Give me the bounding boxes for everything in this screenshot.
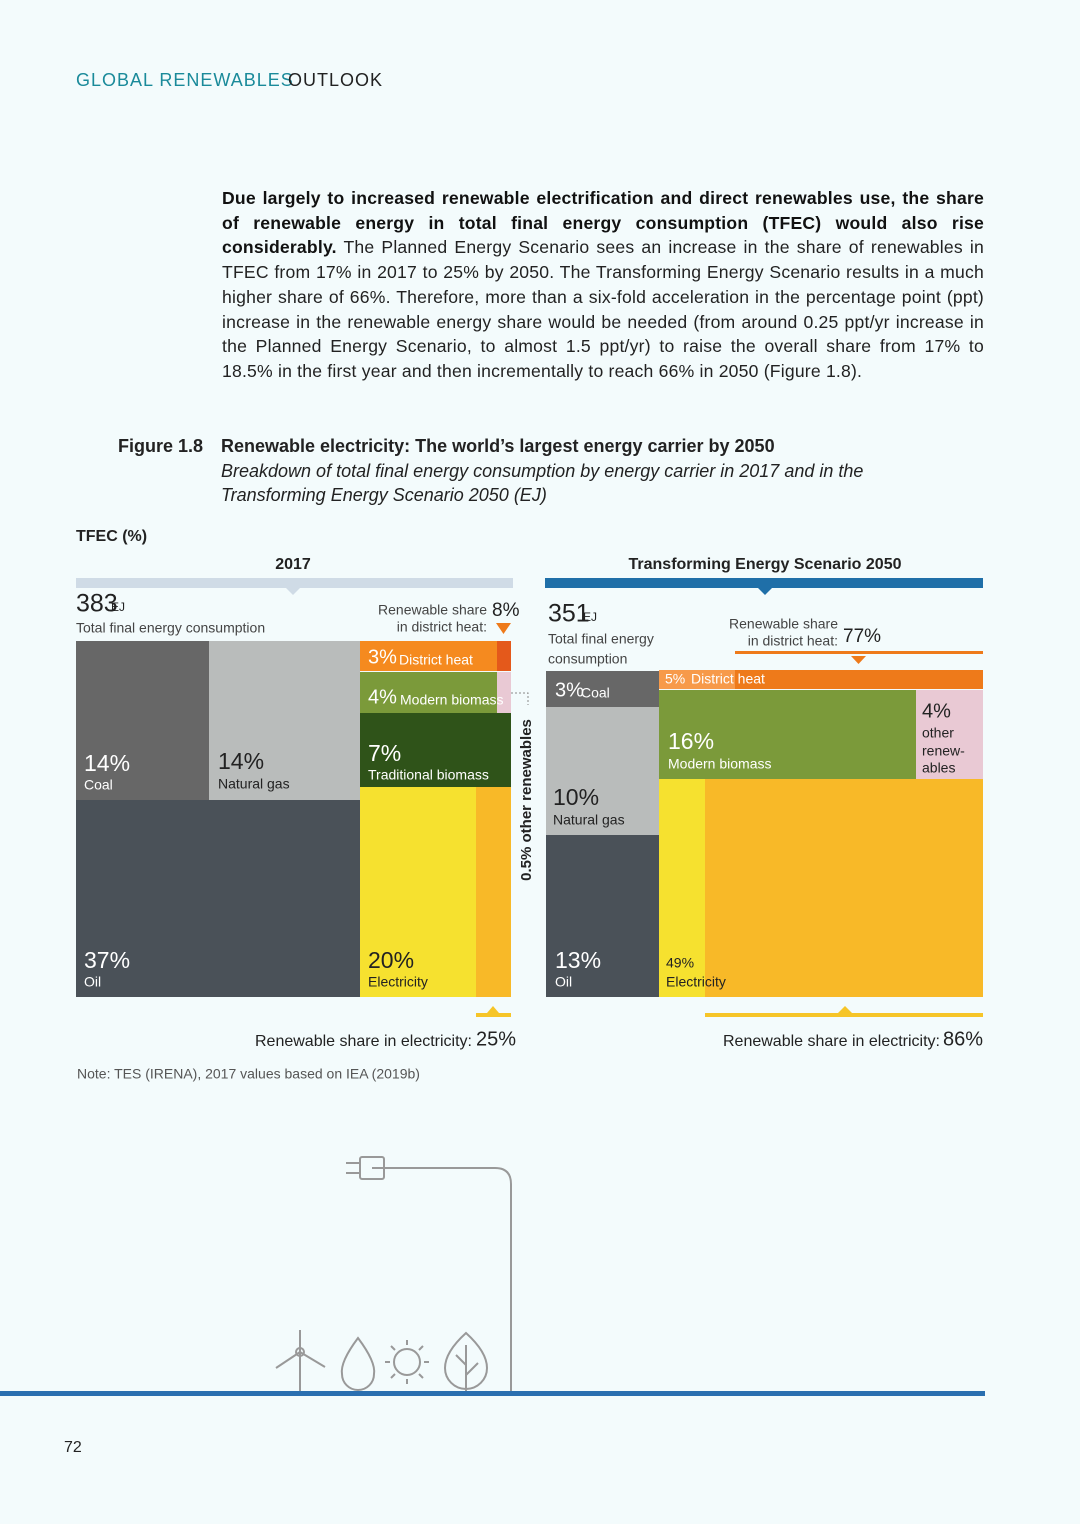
header-title: GLOBAL RENEWABLES	[76, 70, 294, 90]
segment-name: Traditional biomass	[368, 767, 489, 783]
heading-bar	[545, 578, 983, 588]
tile	[360, 641, 497, 671]
figure-title: Renewable electricity: The world’s large…	[221, 436, 775, 456]
share: 20%	[368, 947, 414, 973]
share: 5%	[665, 671, 685, 687]
side-label: 0.5% other renewables	[518, 719, 535, 881]
heading-pointer	[286, 588, 300, 595]
bracket	[511, 692, 529, 705]
share: 49%	[666, 955, 694, 971]
tile	[659, 690, 916, 779]
tile	[209, 641, 360, 800]
tile	[76, 800, 360, 997]
electricity-label: Renewable share in electricity:	[255, 1033, 472, 1050]
tile	[497, 641, 511, 671]
tile	[76, 641, 209, 800]
pointer	[496, 623, 511, 634]
footer-rule	[0, 1391, 985, 1396]
segment-name: Coal	[581, 685, 610, 701]
segment-name: Oil	[84, 974, 101, 990]
share: 14%	[218, 748, 264, 774]
segment-name: Modern biomass	[400, 692, 504, 708]
body-paragraph: Due largely to increased renewable elect…	[222, 186, 984, 384]
electricity-share: 25%	[476, 1028, 516, 1050]
total: 351	[548, 600, 590, 628]
district-heat-bar	[735, 651, 983, 654]
district-heat-label: in district heat:	[748, 633, 838, 649]
total-label: Total final energy	[548, 631, 654, 647]
tile	[659, 670, 735, 689]
note: Note: TES (IRENA), 2017 values based on …	[77, 1066, 420, 1082]
tile	[360, 672, 497, 713]
figure-number: Figure 1.8	[118, 436, 203, 456]
share: 13%	[555, 947, 601, 973]
share: 14%	[84, 750, 130, 776]
paragraph-text: The Planned Energy Scenario sees an incr…	[222, 237, 984, 381]
segment-name: Electricity	[368, 974, 428, 990]
share: 3%	[555, 679, 584, 701]
share: 37%	[84, 947, 130, 973]
electricity-label: Renewable share in electricity:	[723, 1033, 940, 1050]
heading-bar	[76, 578, 513, 588]
segment-name: District heat	[691, 671, 765, 687]
district-heat-label: Renewable share	[729, 616, 838, 632]
share: 3%	[368, 646, 397, 668]
share: 4%	[368, 686, 397, 708]
tile	[360, 787, 476, 997]
tile	[546, 671, 659, 707]
share: 16%	[668, 728, 714, 754]
axis-label: TFEC (%)	[76, 528, 147, 545]
segment-name: Oil	[555, 974, 572, 990]
share: 4%	[922, 700, 951, 722]
electricity-bar	[705, 1013, 983, 1017]
header-title: OUTLOOK	[288, 70, 383, 90]
tile	[659, 779, 705, 997]
figure-subtitle: Transforming Energy Scenario 2050 (EJ)	[221, 485, 547, 505]
illustration	[275, 1156, 512, 1392]
segment-name: other	[922, 725, 954, 741]
segment-name: District heat	[399, 652, 473, 668]
share: 10%	[553, 784, 599, 810]
pointer	[851, 656, 866, 664]
segment-name: Modern biomass	[668, 756, 772, 772]
total-label: Total final energy consumption	[76, 620, 265, 636]
segment-name: Electricity	[666, 974, 726, 990]
unit: EJ	[111, 600, 125, 614]
tile	[546, 835, 659, 997]
unit: EJ	[583, 610, 597, 624]
share: 7%	[368, 740, 401, 766]
district-heat-share: 8%	[492, 600, 520, 621]
total: 383	[76, 590, 118, 618]
figure-subtitle: Breakdown of total final energy consumpt…	[221, 461, 863, 481]
panel-heading: Transforming Energy Scenario 2050	[629, 556, 902, 573]
segment-name: Natural gas	[218, 776, 290, 792]
electricity-bar	[476, 1013, 511, 1017]
segment-name: Coal	[84, 777, 113, 793]
heading-pointer	[758, 588, 772, 595]
tile	[360, 713, 511, 787]
tile	[705, 779, 983, 997]
pointer	[838, 1006, 852, 1013]
page-number: 72	[64, 1439, 82, 1456]
tile	[546, 707, 659, 835]
total-label: consumption	[548, 651, 627, 667]
district-heat-label: in district heat:	[397, 619, 487, 635]
electricity-share: 86%	[943, 1028, 983, 1050]
segment-name: ables	[922, 760, 955, 776]
segment-name: renew-	[922, 743, 965, 759]
district-heat-label: Renewable share	[378, 602, 487, 618]
segment-name: Natural gas	[553, 812, 625, 828]
tile	[735, 670, 983, 689]
paragraph-lead: Due largely to increased renewable elect…	[222, 188, 984, 258]
tile	[476, 787, 511, 997]
tile	[497, 672, 511, 713]
district-heat-share: 77%	[843, 626, 881, 647]
panel-heading: 2017	[275, 556, 311, 573]
tile	[916, 690, 983, 779]
pointer	[487, 1006, 499, 1013]
